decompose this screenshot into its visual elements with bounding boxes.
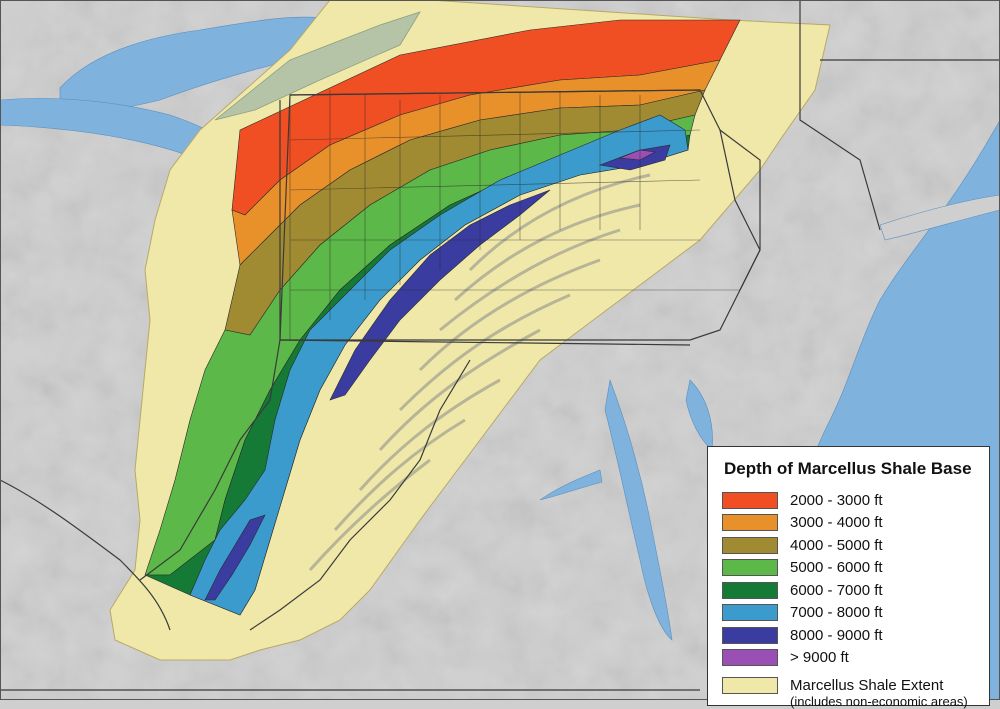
legend-label: 4000 - 5000 ft: [790, 536, 883, 554]
map-legend: Depth of Marcellus Shale Base 2000 - 300…: [707, 446, 990, 709]
legend-swatch: [722, 491, 778, 509]
legend-item-8000-9000: 8000 - 9000 ft: [722, 624, 975, 647]
legend-swatch: [722, 514, 778, 532]
legend-swatch: [722, 604, 778, 622]
md-line: [279, 339, 691, 346]
legend-swatch: [722, 626, 778, 644]
legend-title: Depth of Marcellus Shale Base: [724, 459, 972, 478]
legend-item-6000-7000: 6000 - 7000 ft: [722, 579, 975, 602]
legend-item-2000-3000: 2000 - 3000 ft: [722, 489, 975, 512]
legend-item-4000-5000: 4000 - 5000 ft: [722, 534, 975, 557]
legend-swatch: [722, 581, 778, 599]
legend-swatch: [722, 559, 778, 577]
legend-item-3000-4000: 3000 - 4000 ft: [722, 512, 975, 535]
legend-extent-label: Marcellus Shale Extent: [790, 677, 944, 694]
legend-label: 6000 - 7000 ft: [790, 581, 883, 599]
legend-label: 8000 - 9000 ft: [790, 626, 883, 644]
legend-label: 3000 - 4000 ft: [790, 514, 883, 532]
ny-south-border: [289, 89, 701, 96]
depth-bands: [144, 19, 741, 616]
legend-label: 2000 - 3000 ft: [790, 491, 883, 509]
legend-label: 7000 - 8000 ft: [790, 604, 883, 622]
legend-extent-note: (includes non-economic areas): [790, 694, 968, 709]
band-8000-9000-south: [204, 514, 266, 601]
legend-item-extent: Marcellus Shale Extent (includes non-eco…: [722, 677, 975, 709]
band-8000-9000: [329, 189, 551, 401]
ny-ct-border: [799, 0, 881, 231]
chesapeake-bay: [604, 378, 673, 641]
legend-item-5000-6000: 5000 - 6000 ft: [722, 557, 975, 580]
legend-label: > 9000 ft: [790, 649, 849, 667]
northwest-transition-band: [214, 11, 421, 121]
wv-va-border: [249, 359, 471, 631]
ky-border: [0, 479, 171, 631]
legend-item-over-9000: > 9000 ft: [722, 647, 975, 670]
legend-extent-text: Marcellus Shale Extent (includes non-eco…: [790, 677, 968, 709]
legend-swatch: [722, 536, 778, 554]
ridge-valley-belt: [308, 173, 651, 571]
legend-swatch: [722, 677, 778, 694]
long-island: [879, 194, 1000, 241]
potomac-river: [539, 469, 603, 501]
legend-swatch: [722, 649, 778, 667]
legend-item-7000-8000: 7000 - 8000 ft: [722, 602, 975, 625]
band-over-9000: [619, 149, 656, 161]
legend-label: 5000 - 6000 ft: [790, 559, 883, 577]
state-boundaries: [0, 0, 1000, 691]
nj-border: [719, 129, 761, 291]
county-boundaries: [289, 90, 740, 340]
